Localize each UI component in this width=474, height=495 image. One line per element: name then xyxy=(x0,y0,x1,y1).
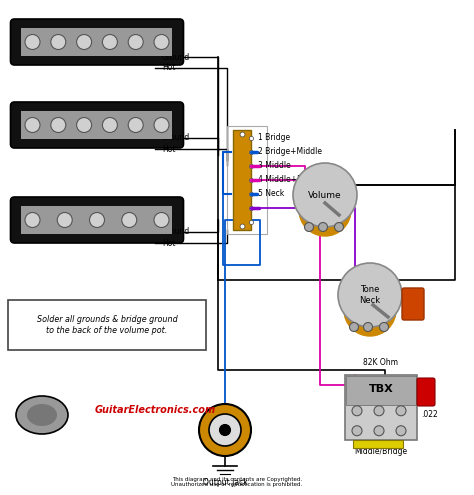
Text: 3 Middle: 3 Middle xyxy=(258,161,291,170)
Circle shape xyxy=(77,117,91,133)
Text: Volume: Volume xyxy=(308,191,342,199)
Text: Ground: Ground xyxy=(162,134,190,143)
Text: Ground: Ground xyxy=(162,228,190,237)
Text: Hot: Hot xyxy=(162,239,175,248)
Ellipse shape xyxy=(27,404,57,426)
Text: Ground: Ground xyxy=(162,52,190,61)
Bar xyxy=(21,111,173,139)
Circle shape xyxy=(90,212,104,228)
Text: 4 Middle+Neck: 4 Middle+Neck xyxy=(258,176,316,185)
Circle shape xyxy=(344,284,396,336)
Circle shape xyxy=(51,35,66,50)
Text: This diagram and its contents are Copyrighted.
Unauthorized use or republication: This diagram and its contents are Copyri… xyxy=(172,477,302,488)
Circle shape xyxy=(293,163,357,227)
Circle shape xyxy=(51,117,66,133)
Text: .022: .022 xyxy=(421,410,438,419)
Text: 1 Bridge: 1 Bridge xyxy=(258,134,290,143)
Circle shape xyxy=(299,184,351,236)
Circle shape xyxy=(219,425,230,436)
Circle shape xyxy=(374,406,384,416)
Circle shape xyxy=(335,222,344,232)
Circle shape xyxy=(349,323,358,332)
Circle shape xyxy=(364,323,373,332)
Bar xyxy=(353,440,403,448)
Circle shape xyxy=(304,222,313,232)
Circle shape xyxy=(102,35,118,50)
Circle shape xyxy=(396,426,406,436)
Text: Middle/Bridge: Middle/Bridge xyxy=(355,447,408,456)
Circle shape xyxy=(122,212,137,228)
Text: 82K Ohm: 82K Ohm xyxy=(364,358,399,367)
Text: Hot: Hot xyxy=(162,63,175,72)
Circle shape xyxy=(396,406,406,416)
Text: Solder all grounds & bridge ground
to the back of the volume pot.: Solder all grounds & bridge ground to th… xyxy=(36,315,177,335)
Bar xyxy=(21,28,173,56)
FancyBboxPatch shape xyxy=(10,19,183,65)
Circle shape xyxy=(154,212,169,228)
Text: GuitarElectronics.com: GuitarElectronics.com xyxy=(95,405,216,415)
Text: 5 Neck: 5 Neck xyxy=(258,190,284,198)
Text: Tone
Neck: Tone Neck xyxy=(359,285,381,305)
Circle shape xyxy=(25,117,40,133)
Circle shape xyxy=(25,35,40,50)
Bar xyxy=(345,375,417,440)
Circle shape xyxy=(77,35,91,50)
Circle shape xyxy=(352,406,362,416)
Bar xyxy=(21,206,173,234)
Text: Hot: Hot xyxy=(162,145,175,153)
Ellipse shape xyxy=(16,396,68,434)
FancyBboxPatch shape xyxy=(417,378,435,406)
Text: TBX: TBX xyxy=(369,384,393,395)
Circle shape xyxy=(209,414,241,446)
Circle shape xyxy=(57,212,72,228)
Circle shape xyxy=(154,117,169,133)
Bar xyxy=(233,130,251,230)
FancyBboxPatch shape xyxy=(402,288,424,320)
Circle shape xyxy=(199,404,251,456)
Circle shape xyxy=(319,222,328,232)
Circle shape xyxy=(374,426,384,436)
Circle shape xyxy=(102,117,118,133)
Circle shape xyxy=(154,35,169,50)
Circle shape xyxy=(352,426,362,436)
Circle shape xyxy=(380,323,389,332)
FancyBboxPatch shape xyxy=(10,197,183,243)
Circle shape xyxy=(128,35,143,50)
Bar xyxy=(346,376,416,405)
Text: Output Jack: Output Jack xyxy=(202,478,247,487)
Circle shape xyxy=(128,117,143,133)
FancyBboxPatch shape xyxy=(10,102,183,148)
Bar xyxy=(8,300,206,350)
Circle shape xyxy=(338,263,402,327)
Circle shape xyxy=(25,212,40,228)
Text: 2 Bridge+Middle: 2 Bridge+Middle xyxy=(258,148,322,156)
Bar xyxy=(227,126,267,234)
